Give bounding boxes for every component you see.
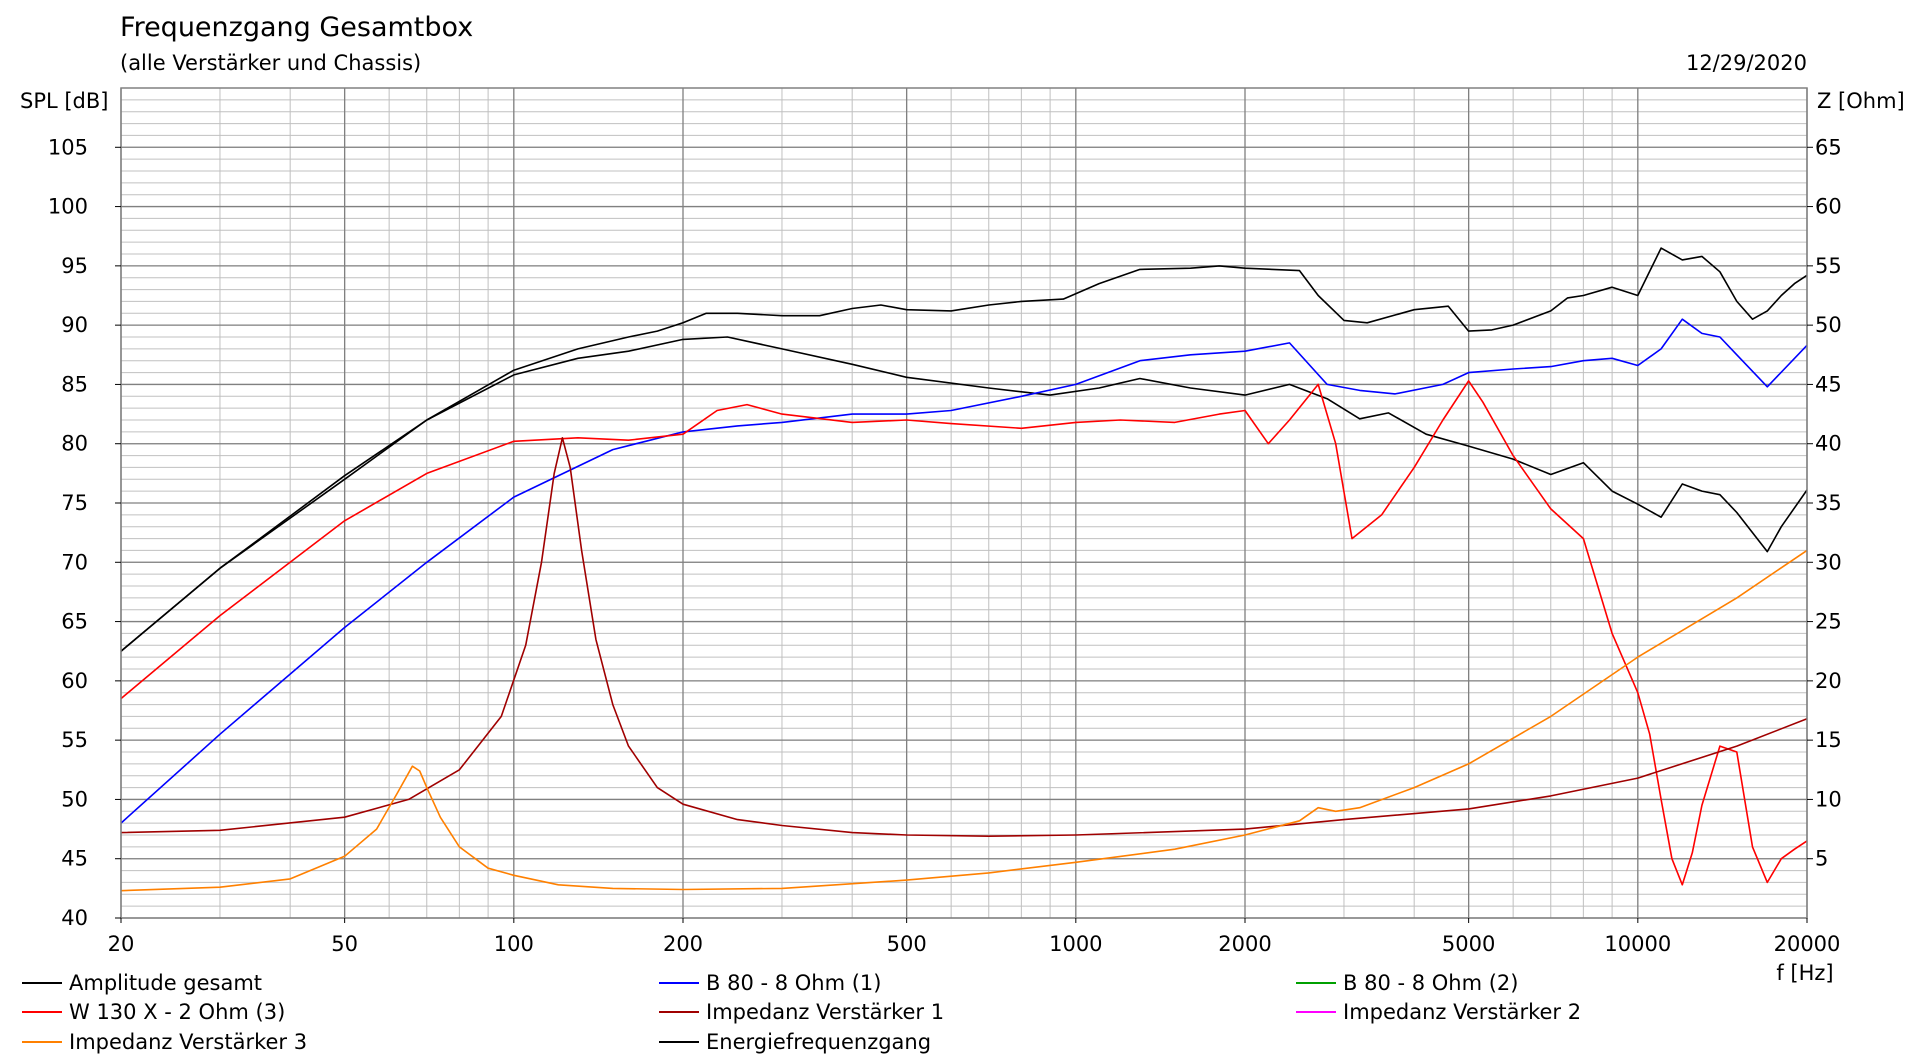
y-right-tick-label: 10 <box>1815 787 1842 811</box>
x-tick-label: 50 <box>331 932 358 956</box>
x-tick-label: 10000 <box>1604 932 1671 956</box>
chart-title: Frequenzgang Gesamtbox <box>120 12 473 43</box>
y-left-tick-label: 55 <box>61 728 88 752</box>
y-left-tick-label: 70 <box>61 550 88 574</box>
y-right-tick-label: 15 <box>1815 728 1842 752</box>
y-right-tick-label: 60 <box>1815 195 1842 219</box>
series-line-energiefrequenzgang <box>120 247 1808 652</box>
legend-label: Energiefrequenzgang <box>706 1030 931 1054</box>
x-tick-label: 2000 <box>1218 932 1271 956</box>
x-tick-label: 20000 <box>1774 932 1841 956</box>
x-tick-label: 20 <box>108 932 135 956</box>
y-right-tick-label: 30 <box>1815 550 1842 574</box>
y-right-tick-label: 20 <box>1815 669 1842 693</box>
x-tick-label: 500 <box>887 932 927 956</box>
legend-label: Impedanz Verstärker 3 <box>69 1030 307 1054</box>
x-tick-label: 200 <box>663 932 703 956</box>
y-right-tick-label: 5 <box>1815 847 1828 871</box>
y-axis-right-ticks: 5 10 15 20 25 30 35 40 45 50 55 60 65 <box>1807 135 1842 871</box>
series-line-impedanz-verst-rker-1 <box>120 436 1808 838</box>
y-right-tick-label: 40 <box>1815 432 1842 456</box>
grid-major <box>120 88 1808 919</box>
x-tick-label: 1000 <box>1049 932 1102 956</box>
y-left-tick-label: 100 <box>48 195 88 219</box>
y-left-tick-label: 90 <box>61 313 88 337</box>
y-left-tick-label: 95 <box>61 254 88 278</box>
chart-subtitle: (alle Verstärker und Chassis) <box>120 51 421 75</box>
legend-label: B 80 - 8 Ohm (1) <box>706 971 882 995</box>
legend-label: Impedanz Verstärker 1 <box>706 1000 944 1024</box>
legend: Amplitude gesamt B 80 - 8 Ohm (1) B 80 - 8… <box>22 971 1581 1054</box>
y-right-tick-label: 65 <box>1815 135 1842 159</box>
y-left-tick-label: 45 <box>61 847 88 871</box>
x-axis-ticks: 20 50 100 200 500 1000 2000 5000 10000 20000 <box>108 918 1841 956</box>
x-tick-label: 5000 <box>1442 932 1495 956</box>
legend-label: B 80 - 8 Ohm (2) <box>1343 971 1519 995</box>
y-right-tick-label: 50 <box>1815 313 1842 337</box>
y-left-tick-label: 80 <box>61 432 88 456</box>
y-left-tick-label: 105 <box>48 135 88 159</box>
y-left-tick-label: 60 <box>61 669 88 693</box>
series-line-w-130-x-2-ohm-3 <box>120 380 1808 886</box>
series-layer <box>120 247 1808 892</box>
y-right-tick-label: 45 <box>1815 372 1842 396</box>
x-tick-label: 100 <box>494 932 534 956</box>
y-left-tick-label: 75 <box>61 491 88 515</box>
chart-date: 12/29/2020 <box>1686 51 1807 75</box>
y-right-tick-label: 55 <box>1815 254 1842 278</box>
legend-label: W 130 X - 2 Ohm (3) <box>69 1000 285 1024</box>
y-left-tick-label: 50 <box>61 787 88 811</box>
y-axis-left-ticks: 40 45 50 55 60 65 70 75 80 85 90 95 100 105 <box>48 135 121 930</box>
y-right-tick-label: 35 <box>1815 491 1842 515</box>
series-line-impedanz-verst-rker-3 <box>120 549 1808 892</box>
y-left-tick-label: 85 <box>61 372 88 396</box>
y-left-tick-label: 65 <box>61 610 88 634</box>
legend-label: Amplitude gesamt <box>69 971 262 995</box>
x-axis-label: f [Hz] <box>1776 961 1833 985</box>
legend-label: Impedanz Verstärker 2 <box>1343 1000 1581 1024</box>
series-line-amplitude-gesamt <box>120 336 1808 652</box>
y-axis-right-label: Z [Ohm] <box>1817 89 1905 113</box>
series-line-b-80-8-ohm-1 <box>120 318 1808 824</box>
y-axis-left-label: SPL [dB] <box>20 89 109 113</box>
y-left-tick-label: 40 <box>61 906 88 930</box>
y-right-tick-label: 25 <box>1815 610 1842 634</box>
